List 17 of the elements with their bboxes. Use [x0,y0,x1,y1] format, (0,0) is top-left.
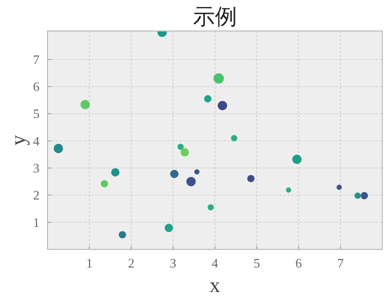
x-tick-label: 6 [295,255,302,270]
y-tick-label: 2 [33,188,40,203]
x-tick-label: 4 [212,255,219,270]
x-tick-label: 1 [86,255,93,270]
x-axis-title: x [210,273,221,297]
y-axis-title: y [6,134,30,146]
y-tick-label: 5 [33,106,40,122]
y-tick-label: 3 [33,160,40,176]
x-tick-label: 5 [254,255,260,270]
y-tick-label: 7 [33,52,40,67]
y-tick-label: 1 [33,214,40,230]
chart-title: 示例 [192,5,237,30]
y-tick-label: 4 [33,133,40,148]
x-tick-label: 3 [170,255,176,270]
y-tick-label: 6 [33,79,40,94]
x-tick-label: 7 [337,255,344,270]
x-tick-label: 2 [128,255,134,270]
